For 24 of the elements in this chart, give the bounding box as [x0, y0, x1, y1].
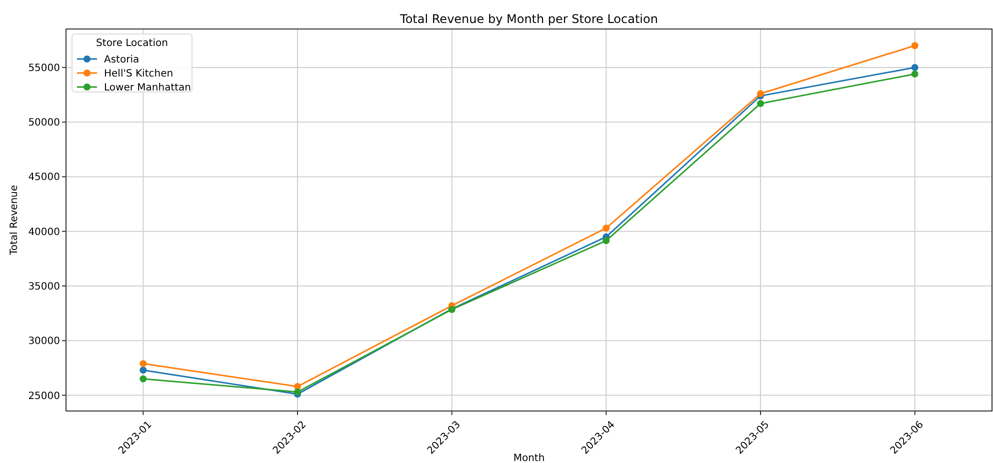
- y-tick-label: 40000: [28, 226, 60, 238]
- point: [294, 388, 301, 396]
- chart-title: Total Revenue by Month per Store Location: [399, 12, 658, 26]
- legend-label: Hell'S Kitchen: [104, 68, 174, 80]
- point: [911, 64, 918, 71]
- x-axis-title: Month: [513, 453, 545, 463]
- y-tick-label: 35000: [28, 282, 60, 292]
- point: [140, 366, 147, 374]
- legend-label: Astoria: [104, 54, 140, 66]
- y-tick-label: 30000: [28, 336, 60, 348]
- point: [602, 237, 610, 244]
- y-tick-label: 50000: [28, 118, 60, 129]
- y-tick-label: 45000: [28, 172, 60, 184]
- y-tick-label: 25000: [28, 390, 60, 402]
- y-axis-title: Total Revenue: [9, 184, 20, 256]
- legend-title: Store Location: [96, 38, 168, 49]
- legend-label: Lower Manhattan: [104, 82, 192, 94]
- point: [140, 375, 147, 382]
- point: [911, 42, 918, 50]
- point: [757, 100, 764, 108]
- point: [140, 360, 147, 368]
- point: [911, 70, 918, 78]
- y-tick-label: 55000: [28, 62, 60, 74]
- point: [602, 224, 610, 232]
